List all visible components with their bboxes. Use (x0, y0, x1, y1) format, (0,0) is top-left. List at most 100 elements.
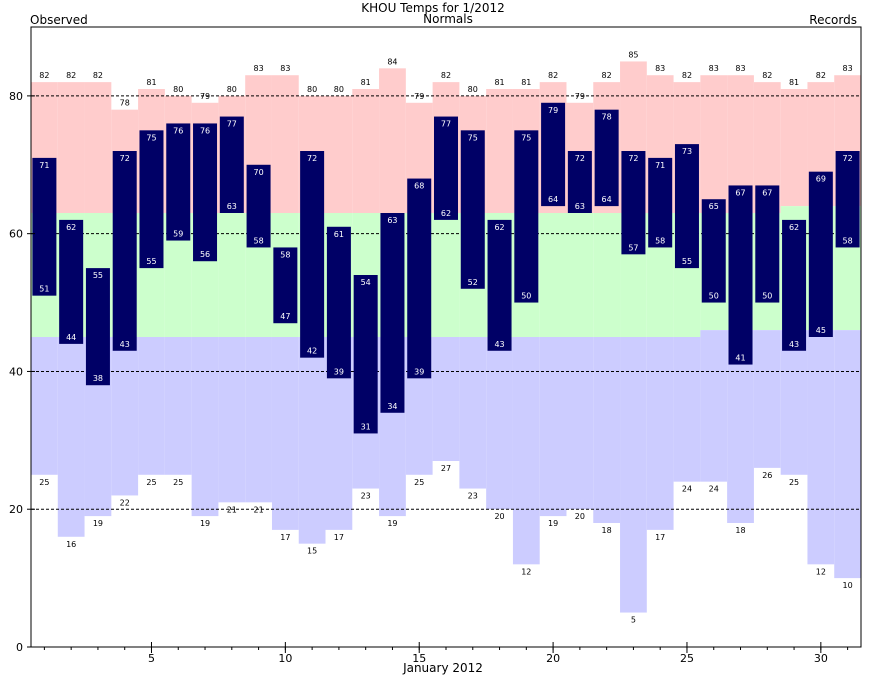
observed-high-label: 79 (548, 106, 558, 115)
observed-high-label: 55 (93, 271, 103, 280)
observed-high-label: 76 (173, 126, 183, 135)
record-high-band (57, 82, 85, 213)
record-low-label: 17 (334, 533, 344, 542)
record-high-band (700, 75, 728, 213)
record-low-band (31, 337, 58, 475)
observed-low-label: 43 (494, 340, 504, 349)
record-low-label: 12 (521, 567, 531, 576)
record-high-label: 81 (521, 78, 531, 87)
observed-high-label: 62 (789, 223, 799, 232)
record-low-band (271, 337, 299, 530)
record-low-label: 20 (494, 512, 504, 521)
record-low-band (218, 337, 246, 503)
observed-high-label: 63 (387, 216, 397, 225)
observed-bar (782, 219, 807, 351)
chart-title: KHOU Temps for 1/2012 (361, 1, 505, 15)
observed-high-label: 76 (200, 126, 210, 135)
observed-bar (139, 130, 164, 269)
record-high-label: 82 (762, 71, 772, 80)
record-low-label: 15 (307, 547, 317, 556)
record-high-label: 83 (280, 64, 290, 73)
legend-observed: Observed (30, 13, 88, 27)
record-low-band (298, 337, 326, 544)
observed-low-label: 58 (253, 236, 263, 245)
y-tick-label: 0 (16, 641, 23, 654)
observed-high-label: 75 (521, 133, 531, 142)
observed-low-label: 31 (361, 422, 371, 431)
normal-band (539, 213, 567, 337)
record-low-band (245, 337, 272, 503)
observed-high-label: 65 (709, 202, 719, 211)
record-low-band (673, 337, 701, 482)
record-low-label: 19 (548, 519, 558, 528)
record-high-label: 85 (628, 50, 638, 59)
observed-bar (380, 213, 405, 413)
record-high-label: 80 (227, 85, 237, 94)
record-low-label: 19 (93, 519, 103, 528)
record-low-label: 10 (843, 581, 853, 590)
x-tick-label: 15 (412, 652, 426, 665)
record-low-label: 25 (414, 478, 424, 487)
x-tick-label: 30 (814, 652, 828, 665)
observed-high-label: 67 (762, 188, 772, 197)
observed-bar (326, 226, 351, 379)
legend-normals: Normals (423, 12, 473, 26)
observed-bar (835, 151, 860, 248)
y-tick-label: 40 (9, 365, 23, 378)
observed-low-label: 63 (575, 202, 585, 211)
observed-high-label: 58 (280, 250, 290, 259)
record-low-label: 25 (789, 478, 799, 487)
observed-high-label: 73 (682, 147, 692, 156)
record-high-label: 83 (843, 64, 853, 73)
observed-low-label: 44 (66, 333, 76, 342)
observed-high-label: 67 (735, 188, 745, 197)
observed-bar (674, 144, 699, 269)
observed-high-label: 72 (120, 154, 130, 163)
observed-bar (219, 116, 244, 213)
observed-low-label: 39 (334, 367, 344, 376)
observed-low-label: 34 (387, 402, 397, 411)
record-high-label: 82 (441, 71, 451, 80)
record-high-label: 81 (494, 78, 504, 87)
record-high-band (271, 75, 299, 213)
record-low-label: 18 (602, 526, 612, 535)
record-low-band (700, 330, 728, 482)
record-low-band (164, 337, 192, 475)
normal-band (566, 213, 594, 337)
observed-bar (541, 102, 566, 207)
observed-bar (594, 109, 619, 207)
observed-low-label: 59 (173, 230, 183, 239)
observed-bar (112, 151, 137, 351)
observed-high-label: 61 (334, 230, 344, 239)
observed-low-label: 62 (441, 209, 451, 218)
observed-bar (728, 185, 753, 365)
record-high-label: 80 (307, 85, 317, 94)
observed-bar (59, 219, 84, 344)
record-low-band (111, 337, 139, 496)
observed-low-label: 57 (628, 243, 638, 252)
observed-bar (648, 157, 673, 248)
observed-high-label: 72 (628, 154, 638, 163)
observed-low-label: 52 (468, 278, 478, 287)
record-high-label: 79 (414, 92, 424, 101)
legend-records: Records (809, 13, 857, 27)
observed-low-label: 50 (709, 292, 719, 301)
x-tick-label: 20 (546, 652, 560, 665)
observed-low-label: 55 (146, 257, 156, 266)
observed-bar (701, 199, 726, 303)
record-low-band (593, 337, 621, 523)
record-low-band (646, 337, 674, 530)
observed-high-label: 75 (468, 133, 478, 142)
observed-high-label: 71 (39, 161, 49, 170)
axes-layer: 5 10 15 20 25 30 0 20 40 60 80 (9, 90, 849, 665)
observed-low-label: 51 (39, 285, 49, 294)
observed-low-label: 63 (227, 202, 237, 211)
record-low-label: 22 (120, 498, 130, 507)
observed-bar (487, 219, 512, 351)
record-low-label: 23 (361, 492, 371, 501)
observed-high-label: 75 (146, 133, 156, 142)
observed-low-label: 50 (762, 292, 772, 301)
record-low-label: 24 (709, 485, 719, 494)
record-high-label: 82 (548, 71, 558, 80)
record-low-band (57, 337, 85, 537)
